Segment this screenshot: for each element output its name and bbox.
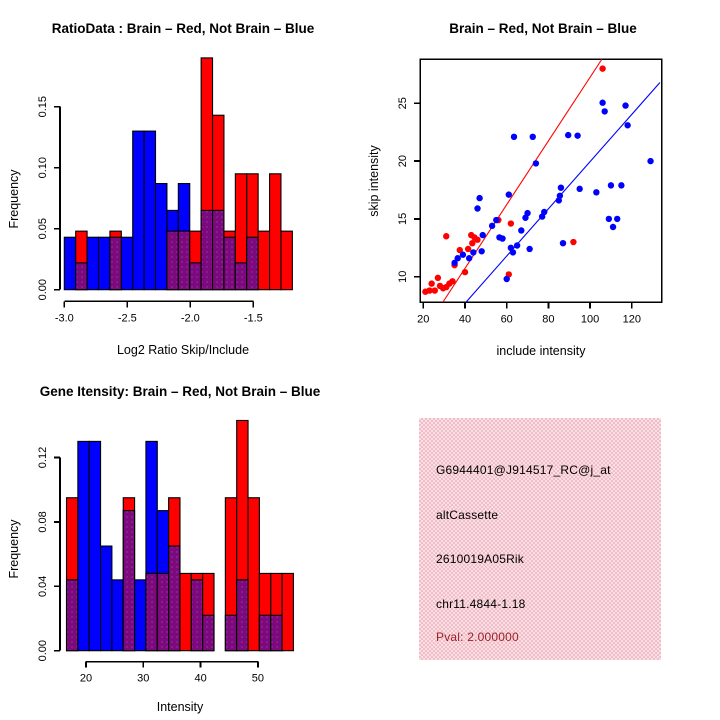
- scatter-title: Brain – Red, Not Brain – Blue: [449, 21, 637, 36]
- svg-text:10: 10: [397, 271, 409, 283]
- svg-text:0.04: 0.04: [37, 576, 49, 597]
- svg-text:-3.0: -3.0: [55, 312, 74, 324]
- svg-text:25: 25: [397, 97, 409, 109]
- svg-text:20: 20: [417, 313, 429, 325]
- svg-text:0.15: 0.15: [37, 96, 49, 117]
- svg-text:20: 20: [397, 155, 409, 167]
- gene-hist-xlabel: Intensity: [156, 700, 204, 714]
- svg-text:20: 20: [80, 673, 92, 685]
- svg-text:40: 40: [459, 313, 471, 325]
- svg-text:0.12: 0.12: [37, 447, 49, 468]
- svg-text:60: 60: [501, 313, 513, 325]
- svg-text:80: 80: [542, 313, 554, 325]
- ratio-hist-title: RatioData : Brain – Red, Not Brain – Blu…: [51, 21, 315, 36]
- svg-text:50: 50: [252, 673, 264, 685]
- scatter-xlabel: include intensity: [496, 344, 586, 358]
- pval-text: Pval: 2.000000: [436, 630, 519, 644]
- gene-name-text: 2610019A05Rik: [436, 552, 525, 566]
- svg-text:120: 120: [623, 313, 641, 325]
- svg-text:30: 30: [137, 673, 149, 685]
- svg-text:0.10: 0.10: [37, 157, 49, 178]
- svg-text:15: 15: [397, 213, 409, 225]
- svg-text:40: 40: [194, 673, 206, 685]
- svg-text:0.00: 0.00: [37, 640, 49, 661]
- ratio-hist-xlabel: Log2 Ratio Skip/Include: [116, 343, 250, 357]
- svg-text:0.00: 0.00: [37, 279, 49, 300]
- gene-hist-ylabel: Frequency: [7, 519, 21, 579]
- intensity-scatter-plot: 20 40 60 80 100 120 10 15 20 25: [397, 58, 663, 325]
- svg-text:0.05: 0.05: [37, 218, 49, 239]
- svg-text:0.08: 0.08: [37, 511, 49, 532]
- locus-text: chr11.4844-1.18: [436, 597, 526, 611]
- svg-text:-1.5: -1.5: [244, 312, 263, 324]
- gene-hist-title: Gene Itensity: Brain – Red, Not Brain – …: [39, 384, 321, 399]
- svg-text:100: 100: [581, 313, 599, 325]
- gene-intensity-histogram-plot: 20 30 40 50 0.00 0.04 0.08 0.12: [37, 419, 294, 685]
- ratio-hist-ylabel: Frequency: [7, 169, 21, 229]
- ratio-histogram-plot: -3.0 -2.5 -2.0 -1.5 0.00 0.05 0.10 0.15: [37, 57, 293, 324]
- scatter-ylabel: skip intensity: [367, 145, 381, 217]
- probe-id-text: G6944401@J914517_RC@j_at: [436, 463, 611, 477]
- gene-info-box: G6944401@J914517_RC@j_at altCassette 261…: [419, 418, 661, 660]
- svg-text:-2.5: -2.5: [118, 312, 137, 324]
- svg-text:-2.0: -2.0: [181, 312, 200, 324]
- splice-type-text: altCassette: [436, 508, 499, 522]
